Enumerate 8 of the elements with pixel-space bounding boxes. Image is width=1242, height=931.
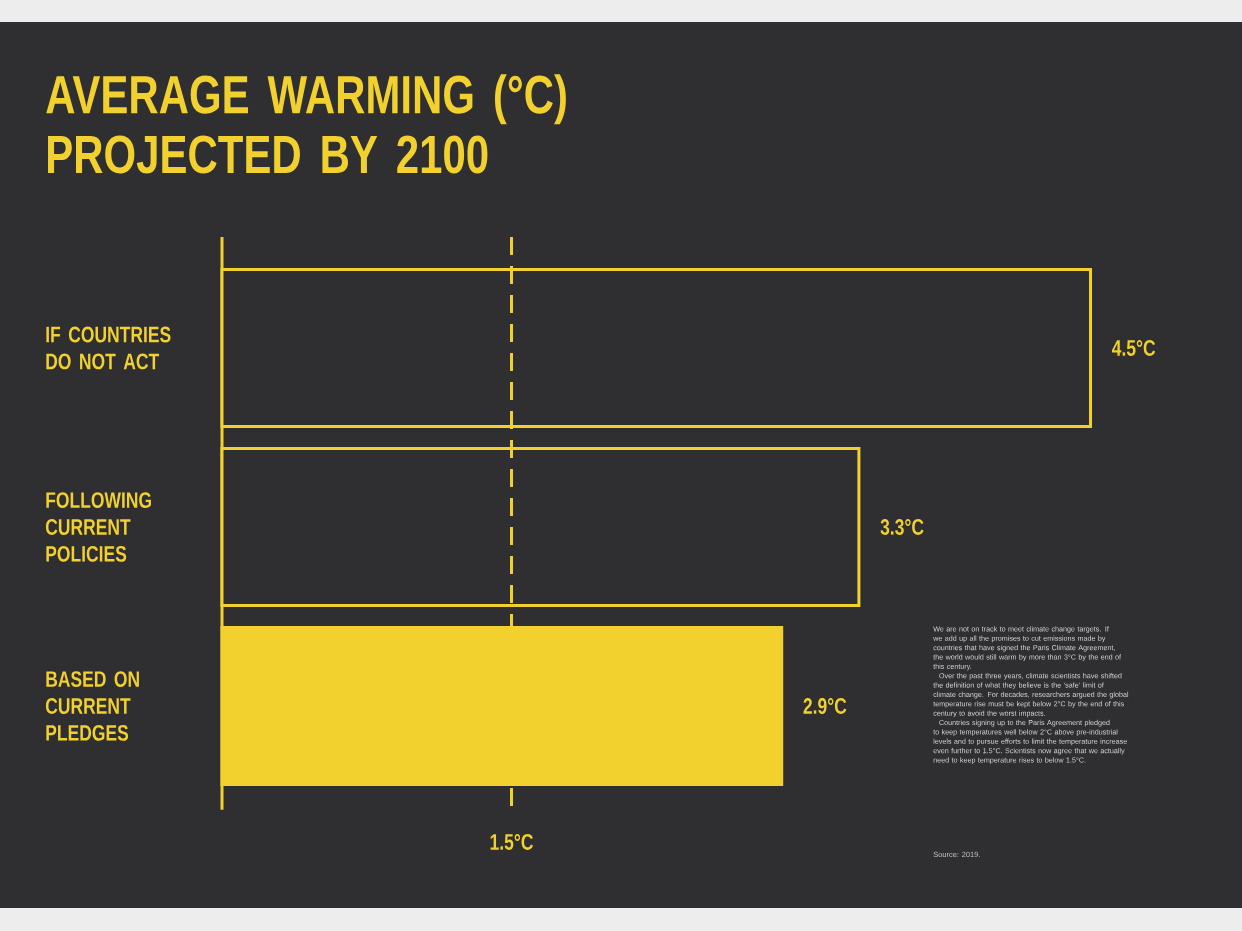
chart-title: AVERAGE WARMING (°C) PROJECTED BY 2100 xyxy=(46,74,566,174)
data-label: 2.9°C xyxy=(803,698,847,714)
y-tick-label: BASED ON CURRENT PLEDGES xyxy=(45,671,139,741)
data-label: 4.5°C xyxy=(1111,340,1156,356)
ref-line-label: 1.5°C xyxy=(490,834,533,850)
y-tick-label: FOLLOWING CURRENT POLICIES xyxy=(45,492,151,562)
data-label: 3.3°C xyxy=(880,519,924,535)
y-tick-label: IF COUNTRIES DO NOT ACT xyxy=(46,326,171,370)
